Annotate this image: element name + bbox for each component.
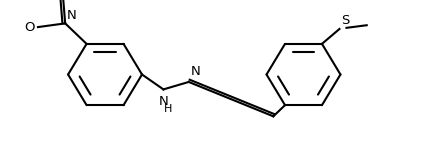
- Text: N: N: [190, 65, 200, 78]
- Text: N: N: [67, 8, 77, 21]
- Text: S: S: [342, 14, 350, 27]
- Text: O: O: [24, 21, 35, 34]
- Text: H: H: [164, 104, 172, 114]
- Text: N: N: [158, 95, 168, 108]
